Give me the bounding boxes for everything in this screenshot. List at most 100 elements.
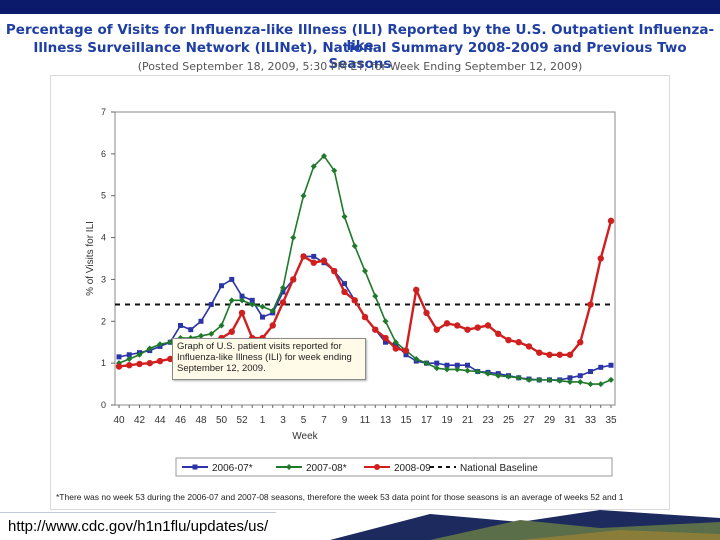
data-point: [238, 309, 246, 317]
data-point: [331, 267, 338, 275]
data-point: [290, 276, 297, 283]
data-point: [505, 373, 512, 380]
data-point: [218, 322, 225, 329]
data-point: [423, 360, 430, 367]
x-tick-label: 11: [360, 415, 371, 426]
data-point: [567, 378, 573, 385]
y-tick-label: 6: [101, 149, 106, 159]
data-point: [300, 253, 307, 260]
legend-label: 2006-07*: [212, 463, 253, 474]
x-tick-label: 17: [421, 415, 433, 426]
data-point: [556, 351, 563, 358]
data-point: [608, 362, 614, 368]
data-point: [310, 259, 317, 266]
data-point: [454, 366, 461, 373]
data-point: [444, 366, 450, 373]
data-point: [495, 330, 502, 338]
data-point: [444, 362, 450, 368]
data-point: [413, 355, 420, 362]
data-point: [260, 314, 265, 320]
data-point: [167, 339, 174, 346]
chart-subtitle: (Posted September 18, 2009, 5:30 PM ET, …: [137, 60, 583, 73]
data-point: [372, 293, 379, 300]
data-point: [434, 360, 440, 366]
source-url[interactable]: http://www.cdc.gov/h1n1flu/updates/us/: [8, 517, 269, 535]
data-point: [167, 355, 174, 363]
data-point: [178, 322, 183, 328]
x-tick-label: 35: [605, 415, 617, 426]
data-point: [280, 289, 286, 295]
x-tick-label: 40: [113, 415, 125, 426]
data-point: [320, 257, 328, 264]
legend-marker: [192, 464, 198, 470]
data-point: [351, 242, 358, 249]
data-point: [229, 276, 235, 282]
x-tick-label: 9: [342, 415, 348, 426]
bottom-decoration: [330, 510, 720, 540]
data-point: [351, 297, 358, 304]
data-point: [126, 355, 133, 362]
data-point: [465, 362, 470, 368]
x-tick-label: 46: [175, 415, 187, 426]
data-point: [383, 339, 388, 345]
data-point: [443, 320, 451, 327]
data-point: [228, 328, 235, 335]
data-point: [597, 381, 604, 388]
data-point: [392, 339, 399, 346]
data-point: [433, 326, 440, 333]
y-tick-label: 1: [101, 358, 106, 368]
x-tick-label: 3: [280, 415, 286, 426]
x-tick-label: 23: [482, 415, 494, 426]
data-point: [146, 359, 153, 367]
data-point: [566, 351, 574, 358]
x-tick-label: 29: [544, 415, 556, 426]
data-point: [208, 302, 214, 308]
data-point: [433, 365, 440, 372]
data-point: [577, 378, 584, 385]
legend-box: [175, 457, 613, 477]
data-point: [249, 301, 256, 308]
legend-marker: [286, 464, 292, 470]
x-tick-label: 7: [321, 415, 327, 426]
data-point: [588, 369, 593, 375]
data-point: [505, 336, 512, 344]
data-point: [116, 354, 122, 360]
chart-footnote: *There was no week 53 during the 2006-07…: [56, 492, 624, 502]
data-point: [310, 163, 317, 170]
data-point: [342, 281, 347, 287]
x-tick-label: 21: [462, 415, 474, 426]
top-bar: [0, 0, 720, 14]
data-point: [146, 345, 153, 352]
data-point: [188, 327, 194, 333]
data-point: [321, 152, 327, 159]
data-point: [136, 351, 143, 358]
data-point: [239, 297, 245, 304]
x-tick-label: 5: [301, 415, 307, 426]
data-point: [290, 234, 297, 241]
data-point: [361, 313, 369, 321]
y-tick-label: 4: [101, 233, 106, 243]
legend-label: 2008-09: [394, 463, 431, 474]
x-tick-label: 52: [236, 415, 248, 426]
data-point: [269, 307, 276, 314]
data-point: [156, 357, 164, 365]
data-point: [362, 268, 368, 275]
x-tick-label: 50: [216, 415, 228, 426]
data-point: [587, 301, 594, 308]
x-tick-label: 33: [585, 415, 597, 426]
data-point: [382, 318, 389, 325]
y-tick-label: 0: [101, 400, 106, 410]
x-tick-label: 42: [134, 415, 146, 426]
chart-tooltip: Graph of U.S. patient visits reported fo…: [172, 338, 366, 380]
y-tick-label: 5: [101, 191, 106, 201]
chart-title-line1: Percentage of Visits for Influenza-like …: [5, 22, 715, 54]
data-point: [546, 351, 553, 358]
data-point: [198, 318, 204, 324]
data-point: [382, 334, 389, 342]
data-point: [484, 322, 492, 329]
legend-label: National Baseline: [460, 463, 538, 474]
data-point: [567, 375, 573, 381]
data-point: [536, 349, 543, 356]
data-point: [495, 372, 502, 379]
